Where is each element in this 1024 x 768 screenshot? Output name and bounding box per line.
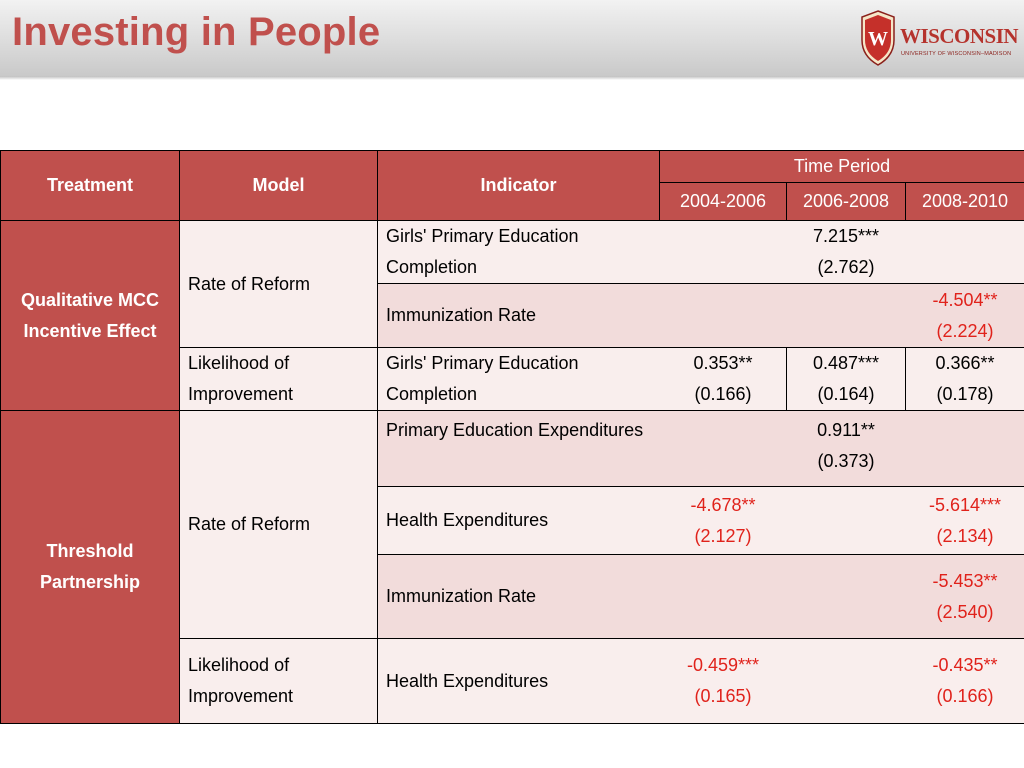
value-cell: 7.215*** (2.762): [786, 220, 906, 284]
value-cell: 0.487*** (0.164): [786, 347, 906, 411]
title-bar-shadow: [0, 76, 1024, 80]
value-cell: 0.911** (0.373): [786, 410, 906, 487]
header-period-2006-2008: 2006-2008: [786, 182, 906, 221]
value-cell: -0.459*** (0.165): [659, 638, 787, 724]
treatment-cell: Threshold Partnership: [0, 410, 180, 724]
value-cell: [659, 283, 787, 348]
header-period-2004-2006: 2004-2006: [659, 182, 787, 221]
value-cell: [904, 220, 1024, 284]
value-cell: -4.678** (2.127): [659, 486, 787, 555]
header-model: Model: [179, 150, 378, 221]
value-cell: -4.504** (2.224): [904, 283, 1024, 348]
indicator-cell: Health Expenditures: [377, 486, 660, 555]
logo-subline: UNIVERSITY OF WISCONSIN–MADISON: [901, 51, 1012, 57]
svg-text:W: W: [868, 28, 888, 50]
header-treatment: Treatment: [0, 150, 180, 221]
value-cell: [786, 554, 906, 639]
indicator-cell: Primary Education Expenditures: [377, 410, 660, 487]
header-period-2008-2010: 2008-2010: [904, 182, 1024, 221]
indicator-cell: Immunization Rate: [377, 283, 660, 348]
value-cell: [786, 283, 906, 348]
value-cell: [659, 220, 787, 284]
value-cell: 0.366** (0.178): [904, 347, 1024, 411]
wisconsin-logo: W WISCONSIN UNIVERSITY OF WISCONSIN–MADI…: [860, 10, 1020, 68]
value-cell: -0.435** (0.166): [904, 638, 1024, 724]
value-cell: -5.614*** (2.134): [904, 486, 1024, 555]
value-cell: [659, 410, 787, 487]
treatment-cell: Qualitative MCC Incentive Effect: [0, 220, 180, 411]
value-cell: [786, 638, 906, 724]
value-cell: 0.353** (0.166): [659, 347, 787, 411]
model-cell: Likelihood of Improvement: [179, 347, 378, 411]
header-indicator: Indicator: [377, 150, 660, 221]
indicator-cell: Girls' Primary Education Completion: [377, 347, 660, 411]
model-cell: Likelihood of Improvement: [179, 638, 378, 724]
value-cell: [659, 554, 787, 639]
logo-wordmark: WISCONSIN: [900, 24, 1019, 48]
header-time-period: Time Period: [658, 150, 1024, 183]
crest-icon: W: [861, 10, 895, 66]
model-cell: Rate of Reform: [179, 410, 378, 639]
model-cell: Rate of Reform: [179, 220, 378, 348]
indicator-cell: Girls' Primary Education Completion: [377, 220, 660, 284]
title-bar: [0, 0, 1024, 76]
value-cell: -5.453** (2.540): [904, 554, 1024, 639]
value-cell: [786, 486, 906, 555]
results-table: Treatment Model Indicator Time Period 20…: [0, 150, 1024, 724]
value-cell: [904, 410, 1024, 487]
indicator-cell: Immunization Rate: [377, 554, 660, 639]
indicator-cell: Health Expenditures: [377, 638, 660, 724]
slide-title: Investing in People: [12, 10, 381, 54]
